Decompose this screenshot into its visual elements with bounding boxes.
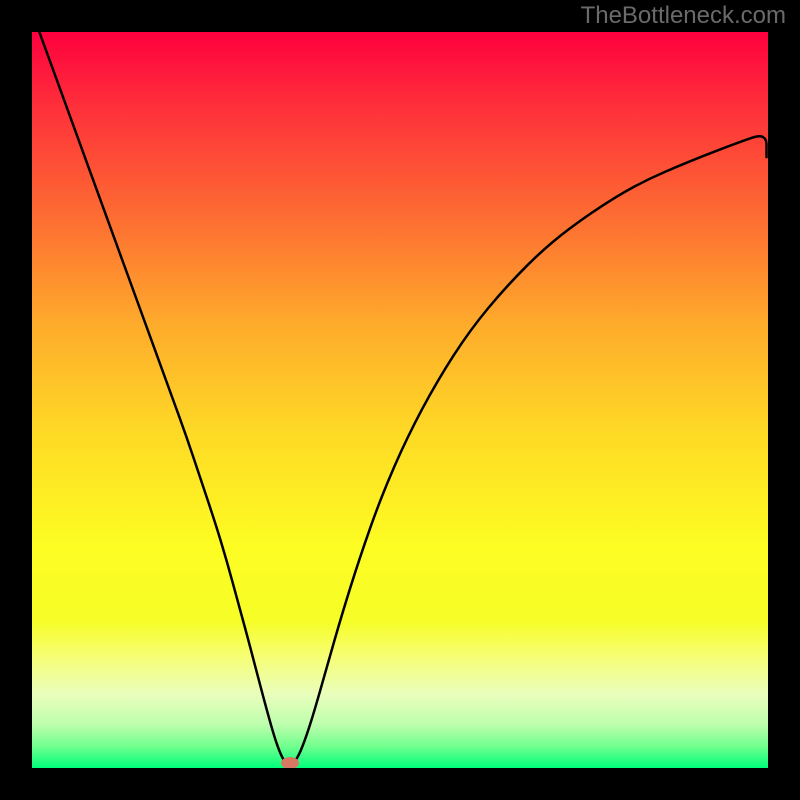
chart-plot-area [32,32,768,768]
watermark-text: TheBottleneck.com [581,2,786,30]
chart-minimum-marker [281,757,299,768]
chart-curve [32,32,768,768]
